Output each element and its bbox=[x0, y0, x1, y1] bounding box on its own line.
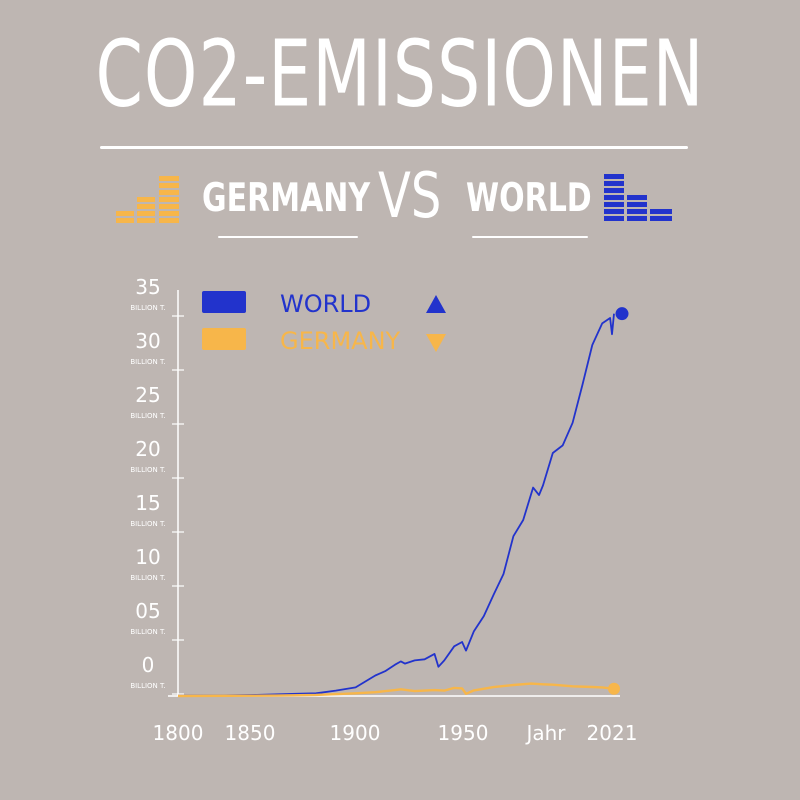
y-unit-label: BILLION T. bbox=[130, 574, 165, 582]
legend-marker-germany bbox=[426, 334, 446, 352]
legend-label-world: WORLD bbox=[280, 290, 371, 318]
vs-heading: VS bbox=[378, 160, 442, 233]
germany-underline bbox=[218, 236, 358, 238]
y-unit-label: BILLION T. bbox=[130, 520, 165, 528]
y-tick-label: 25 bbox=[135, 383, 160, 407]
x-axis-title: Jahr bbox=[524, 721, 566, 745]
legend-marker-world bbox=[426, 295, 446, 313]
x-tick-label: 1950 bbox=[438, 721, 489, 745]
x-tick-label: 2021 bbox=[587, 721, 638, 745]
series-end-point-world bbox=[615, 307, 629, 321]
page-title: CO2-EMISSIONEN bbox=[95, 21, 705, 129]
y-unit-label: BILLION T. bbox=[130, 358, 165, 366]
legend-label-germany: GERMANY bbox=[280, 327, 401, 355]
y-tick-label: 0 bbox=[142, 653, 155, 677]
world-underline bbox=[472, 236, 588, 238]
y-unit-label: BILLION T. bbox=[130, 682, 165, 690]
bar-stack-orange-icon bbox=[116, 170, 182, 226]
legend-swatch-world bbox=[202, 291, 246, 313]
y-tick-label: 30 bbox=[135, 329, 160, 353]
bar-stack-blue-icon bbox=[604, 168, 676, 224]
x-tick-label: 1900 bbox=[330, 721, 381, 745]
world-heading: WORLD bbox=[466, 176, 592, 222]
y-tick-label: 20 bbox=[135, 437, 160, 461]
y-tick-label: 10 bbox=[135, 545, 160, 569]
y-tick-label: 35 bbox=[135, 275, 160, 299]
series-line-world bbox=[177, 313, 615, 697]
series-end-point-germany bbox=[608, 682, 620, 695]
y-tick-label: 15 bbox=[135, 491, 160, 515]
series-line-germany bbox=[177, 682, 615, 698]
legend-swatch-germany bbox=[202, 328, 246, 350]
y-unit-label: BILLION T. bbox=[130, 466, 165, 474]
y-tick-label: 05 bbox=[135, 599, 160, 623]
y-unit-label: BILLION T. bbox=[130, 628, 165, 636]
x-tick-label: 1850 bbox=[225, 721, 276, 745]
title-divider bbox=[100, 146, 688, 149]
germany-heading: GERMANY bbox=[202, 176, 371, 222]
y-unit-label: BILLION T. bbox=[130, 412, 165, 420]
y-unit-label: BILLION T. bbox=[130, 304, 165, 312]
x-tick-label: 1800 bbox=[153, 721, 204, 745]
